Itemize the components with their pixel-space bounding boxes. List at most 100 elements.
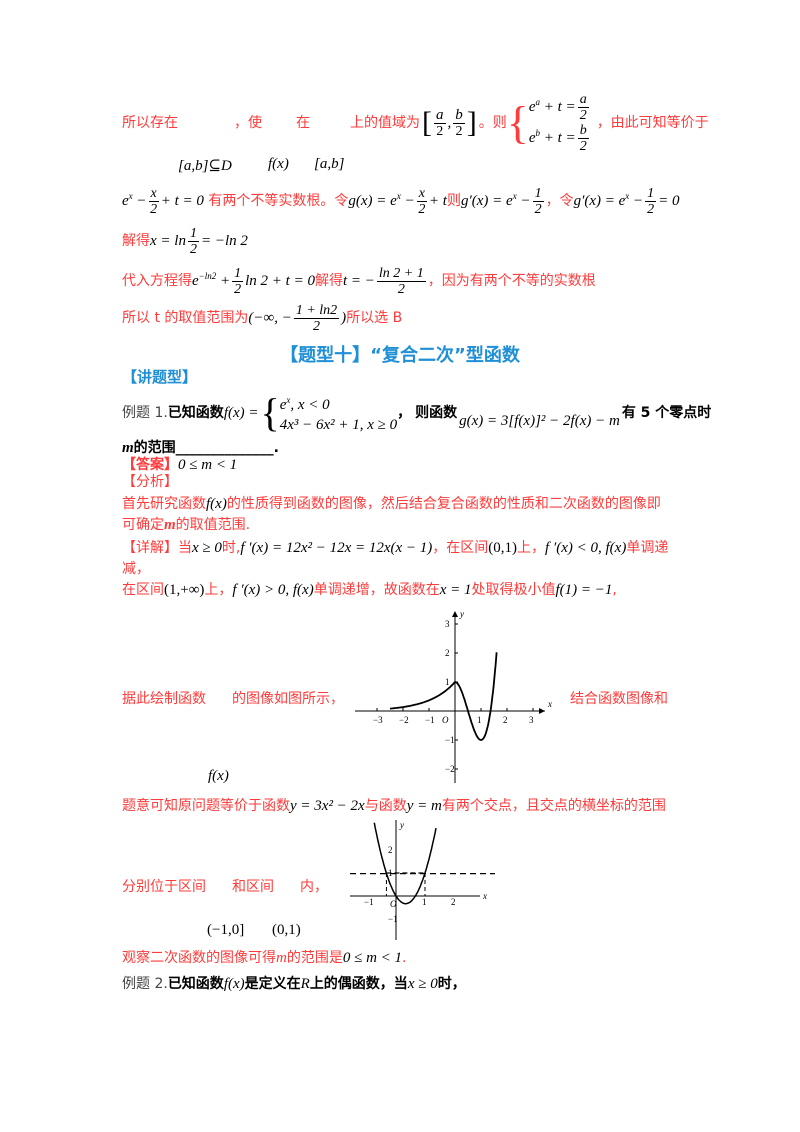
math: g′(x) = e xyxy=(460,193,513,209)
numerator: 1 xyxy=(232,266,244,283)
text: 单调递增，故函数在 xyxy=(313,582,440,598)
text-line: 解得x = ln 1 2 = −ln 2 xyxy=(122,226,248,257)
math: x ≥ 0 xyxy=(407,976,438,992)
x-tick-label: −2 xyxy=(399,715,409,725)
text: ， xyxy=(397,404,412,421)
piecewise: { ex, x < 0 4x³ − 6x² + 1, x ≥ 0 xyxy=(261,390,398,435)
math: R xyxy=(300,976,310,992)
text: 则 xyxy=(446,193,461,209)
brace: { xyxy=(506,97,529,149)
example-label: 例题 1. xyxy=(122,404,168,421)
math: = −ln 2 xyxy=(200,232,248,249)
text: 有 5 个零点时 xyxy=(621,404,712,421)
analysis-label: 【分析】 xyxy=(122,474,178,490)
math: e xyxy=(192,273,199,289)
equation-system: { ea + t = a 2 eb + t = b 2 xyxy=(507,92,591,154)
example-2: 例题 2.已知函数f(x)是定义在R上的偶函数，当x ≥ 0时， xyxy=(122,974,466,994)
text: 已知函数 xyxy=(167,976,224,992)
text: 在区间 xyxy=(122,582,164,598)
text: 单调递 xyxy=(626,540,669,556)
text: 代入方程得 xyxy=(122,273,192,289)
math: a xyxy=(535,97,541,107)
math: g′(x) = e xyxy=(573,193,626,209)
x-label: x xyxy=(547,699,552,709)
math: (1,+∞) xyxy=(164,582,205,598)
denominator: 2 xyxy=(647,202,655,218)
math: (−1,0] xyxy=(207,922,245,938)
section-heading: 【讲题型】 xyxy=(122,368,198,386)
x-tick-label: 1 xyxy=(422,897,427,907)
text: 与函数 xyxy=(364,798,407,814)
text: 题意可知原问题等价于函数 xyxy=(122,798,290,814)
numerator: b xyxy=(577,123,589,140)
text: 已知函数 xyxy=(167,404,224,421)
numerator: ln 2 + 1 xyxy=(376,266,426,283)
denominator: 2 xyxy=(455,123,463,139)
math: x xyxy=(512,191,517,201)
math: f ′(x) = 12x² − 12x = 12x(x − 1) xyxy=(240,540,433,556)
text: 时， xyxy=(437,976,466,992)
math: x = 1 xyxy=(439,582,472,598)
answer-blank: ______________ xyxy=(175,440,274,456)
range-formula: [a 2, b 2] xyxy=(422,107,477,139)
math: e xyxy=(122,193,129,209)
math: g(x) = 3[f(x)]² − 2f(x) − m xyxy=(459,412,620,429)
origin-label: O xyxy=(390,899,397,909)
y-tick-label: 1 xyxy=(445,677,450,687)
numerator: 1 xyxy=(532,186,544,203)
math: [a,b]⊆D xyxy=(178,158,232,174)
text: 观察二次函数的图像可得 xyxy=(122,950,276,966)
math: [a,b] xyxy=(314,156,345,172)
denominator: 2 xyxy=(397,282,405,298)
math: − xyxy=(400,193,415,209)
math: + xyxy=(216,273,231,289)
numerator: 1 xyxy=(645,186,657,203)
math: e xyxy=(279,397,287,413)
numerator: 1 + ln2 xyxy=(293,303,340,319)
denominator: 2 xyxy=(534,202,542,218)
denominator: 2 xyxy=(579,139,587,155)
math: x = ln xyxy=(150,232,186,249)
y-tick-label: 2 xyxy=(445,648,450,658)
text: 内， xyxy=(300,879,328,895)
detail-label: 【详解】 xyxy=(122,540,178,556)
math: f(x) = xyxy=(223,404,259,421)
example-1: 例题 1. 已知函数 f(x) = { ex, x < 0 4x³ − 6x² + 1… xyxy=(122,390,711,435)
text-line: m的范围______________. xyxy=(122,440,279,456)
text: 首先研究函数 xyxy=(122,496,206,512)
math: , x < 0 xyxy=(290,397,330,413)
text: 的范围是 xyxy=(286,950,343,966)
text: 可确定 xyxy=(122,517,164,533)
text: 上的偶函数，当 xyxy=(309,976,408,992)
text: 所以选 B xyxy=(346,309,403,326)
math: f ′(x) > 0, f(x) xyxy=(232,582,314,598)
text: 上， xyxy=(517,540,546,556)
math: f(x) xyxy=(223,976,245,992)
math: f(x) xyxy=(208,768,229,784)
y-tick-label: −1 xyxy=(388,914,398,924)
y-tick-label: −2 xyxy=(445,764,455,774)
math: x xyxy=(286,395,291,405)
denominator: 2 xyxy=(234,282,242,298)
math: f(x) xyxy=(268,156,289,172)
parabola xyxy=(373,822,437,905)
math: t = − xyxy=(342,273,375,289)
math: x xyxy=(625,191,630,201)
text-line: 代入方程得e−ln2 +1 2 ln 2 + t = 0解得t = − ln 2 + … xyxy=(122,266,596,297)
text: 上， xyxy=(204,582,233,598)
math: f(x) xyxy=(206,496,227,512)
text: 解得 xyxy=(122,232,150,249)
text: 时, xyxy=(221,540,241,556)
math: + t = 0 xyxy=(160,193,204,209)
x-tick-label: 2 xyxy=(503,715,508,725)
x-arrow xyxy=(539,708,545,714)
denominator: 2 xyxy=(313,319,320,334)
math: ln 2 + t = 0 xyxy=(245,273,315,289)
sep: , xyxy=(447,115,452,132)
text: 所以存在 xyxy=(122,115,178,132)
origin-label: O xyxy=(442,715,449,725)
text-line: ex − x 2 + t = 0 有两个不等实数根。令g(x) = ex − x 2 + t… xyxy=(122,186,680,217)
numerator: 1 xyxy=(187,226,199,242)
math: − xyxy=(629,193,644,209)
math: + t = xyxy=(540,99,576,115)
